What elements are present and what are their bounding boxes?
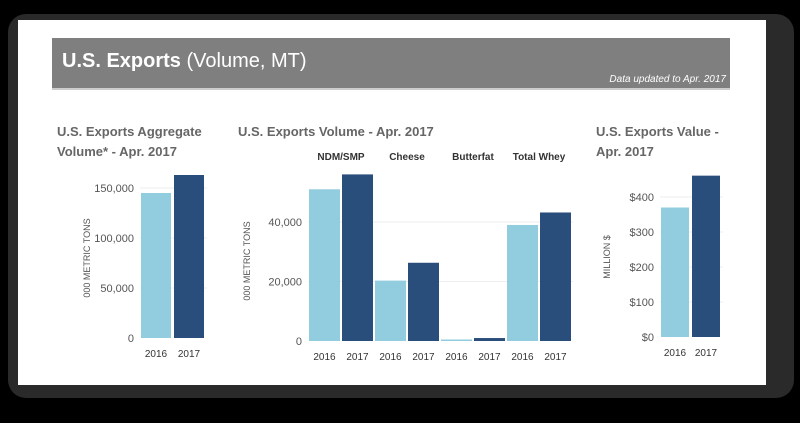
y-tick-label: 50,000 bbox=[100, 283, 134, 295]
y-axis-label: 000 METRIC TONS bbox=[242, 221, 252, 300]
bar-2016 bbox=[441, 339, 472, 341]
x-tick-label: 2016 bbox=[145, 349, 168, 360]
aggregate-chart-title: U.S. Exports Aggregate Volume* - Apr. 201… bbox=[57, 124, 202, 159]
x-tick-label: 2016 bbox=[313, 352, 336, 363]
bar-2016 bbox=[309, 189, 340, 341]
dashboard-header: U.S. Exports (Volume, MT) Data updated t… bbox=[52, 38, 730, 90]
title-main: U.S. Exports bbox=[62, 50, 181, 72]
bar-2017 bbox=[342, 174, 373, 341]
title-sub: (Volume, MT) bbox=[180, 50, 307, 72]
x-tick-label: 2017 bbox=[178, 349, 201, 360]
bar-2017 bbox=[474, 338, 505, 341]
bar-2016 bbox=[141, 193, 171, 338]
x-tick-label: 2017 bbox=[412, 352, 435, 363]
y-tick-label: $300 bbox=[630, 227, 654, 239]
x-tick-label: 2016 bbox=[511, 352, 534, 363]
group-label: Butterfat bbox=[452, 152, 494, 163]
group-label: Total Whey bbox=[513, 152, 566, 163]
x-tick-label: 2017 bbox=[478, 352, 501, 363]
y-tick-label: 100,000 bbox=[94, 233, 134, 245]
bar-2016 bbox=[375, 280, 406, 341]
y-tick-label: $400 bbox=[630, 192, 654, 204]
y-tick-label: 0 bbox=[128, 333, 134, 345]
group-label: NDM/SMP bbox=[317, 152, 365, 163]
y-tick-label: 0 bbox=[296, 336, 302, 348]
y-tick-label: 40,000 bbox=[268, 217, 302, 229]
bar-2017 bbox=[692, 175, 720, 337]
bar-2016 bbox=[661, 207, 689, 337]
y-tick-label: 150,000 bbox=[94, 183, 134, 195]
update-note: Data updated to Apr. 2017 bbox=[609, 74, 726, 85]
value-chart-title: U.S. Exports Value - Apr. 2017 bbox=[596, 124, 719, 159]
bar-2017 bbox=[540, 212, 571, 341]
bar-2017 bbox=[174, 175, 204, 338]
bar-2017 bbox=[408, 262, 439, 341]
y-tick-label: $0 bbox=[642, 332, 654, 344]
x-tick-label: 2016 bbox=[445, 352, 468, 363]
group-label: Cheese bbox=[389, 152, 425, 163]
y-axis-label: 000 METRIC TONS bbox=[82, 218, 92, 297]
x-tick-label: 2017 bbox=[544, 352, 567, 363]
x-tick-label: 2017 bbox=[346, 352, 369, 363]
y-tick-label: 20,000 bbox=[268, 277, 302, 289]
volume-chart-title: U.S. Exports Volume - Apr. 2017 bbox=[238, 124, 434, 139]
page-title: U.S. Exports (Volume, MT) bbox=[62, 50, 307, 73]
y-tick-label: $100 bbox=[630, 297, 654, 309]
x-tick-label: 2016 bbox=[664, 348, 687, 359]
bar-2016 bbox=[507, 224, 538, 341]
y-tick-label: $200 bbox=[630, 262, 654, 274]
x-tick-label: 2017 bbox=[695, 348, 718, 359]
x-tick-label: 2016 bbox=[379, 352, 402, 363]
y-axis-label: MILLION $ bbox=[602, 235, 612, 279]
